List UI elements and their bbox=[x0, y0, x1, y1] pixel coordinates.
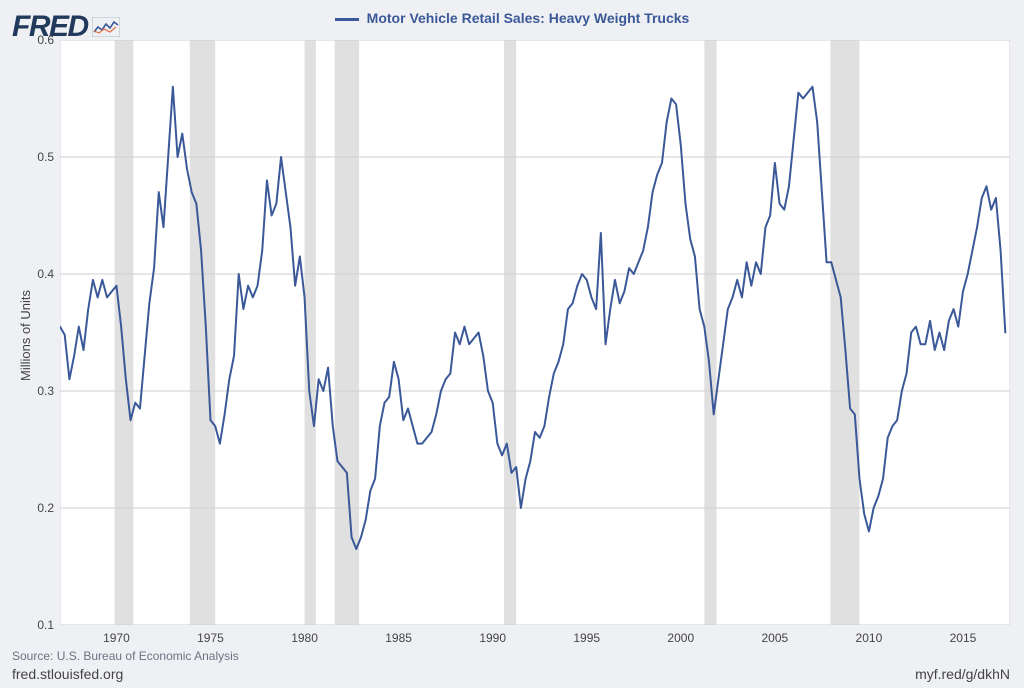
y-axis-label: Millions of Units bbox=[18, 289, 33, 380]
legend-swatch bbox=[335, 18, 359, 21]
xtick-label: 1975 bbox=[185, 631, 235, 645]
xtick-label: 1980 bbox=[280, 631, 330, 645]
source-text: Source: U.S. Bureau of Economic Analysis bbox=[12, 649, 239, 663]
chart-container: FRED Motor Vehicle Retail Sales: Heavy W… bbox=[0, 0, 1024, 688]
chart-legend: Motor Vehicle Retail Sales: Heavy Weight… bbox=[0, 10, 1024, 26]
ytick-label: 0.6 bbox=[14, 33, 54, 47]
xtick-label: 1990 bbox=[468, 631, 518, 645]
ytick-label: 0.2 bbox=[14, 501, 54, 515]
xtick-label: 2000 bbox=[656, 631, 706, 645]
plot-area bbox=[60, 40, 1010, 625]
footer-left: fred.stlouisfed.org bbox=[12, 666, 123, 682]
footer-right: myf.red/g/dkhN bbox=[915, 666, 1010, 682]
ytick-label: 0.1 bbox=[14, 618, 54, 632]
legend-label: Motor Vehicle Retail Sales: Heavy Weight… bbox=[367, 10, 690, 26]
xtick-label: 1970 bbox=[91, 631, 141, 645]
xtick-label: 2015 bbox=[938, 631, 988, 645]
ytick-label: 0.3 bbox=[14, 384, 54, 398]
xtick-label: 1985 bbox=[374, 631, 424, 645]
xtick-label: 2005 bbox=[750, 631, 800, 645]
ytick-label: 0.4 bbox=[14, 267, 54, 281]
xtick-label: 2010 bbox=[844, 631, 894, 645]
ytick-label: 0.5 bbox=[14, 150, 54, 164]
plot-svg bbox=[60, 40, 1010, 625]
xtick-label: 1995 bbox=[562, 631, 612, 645]
